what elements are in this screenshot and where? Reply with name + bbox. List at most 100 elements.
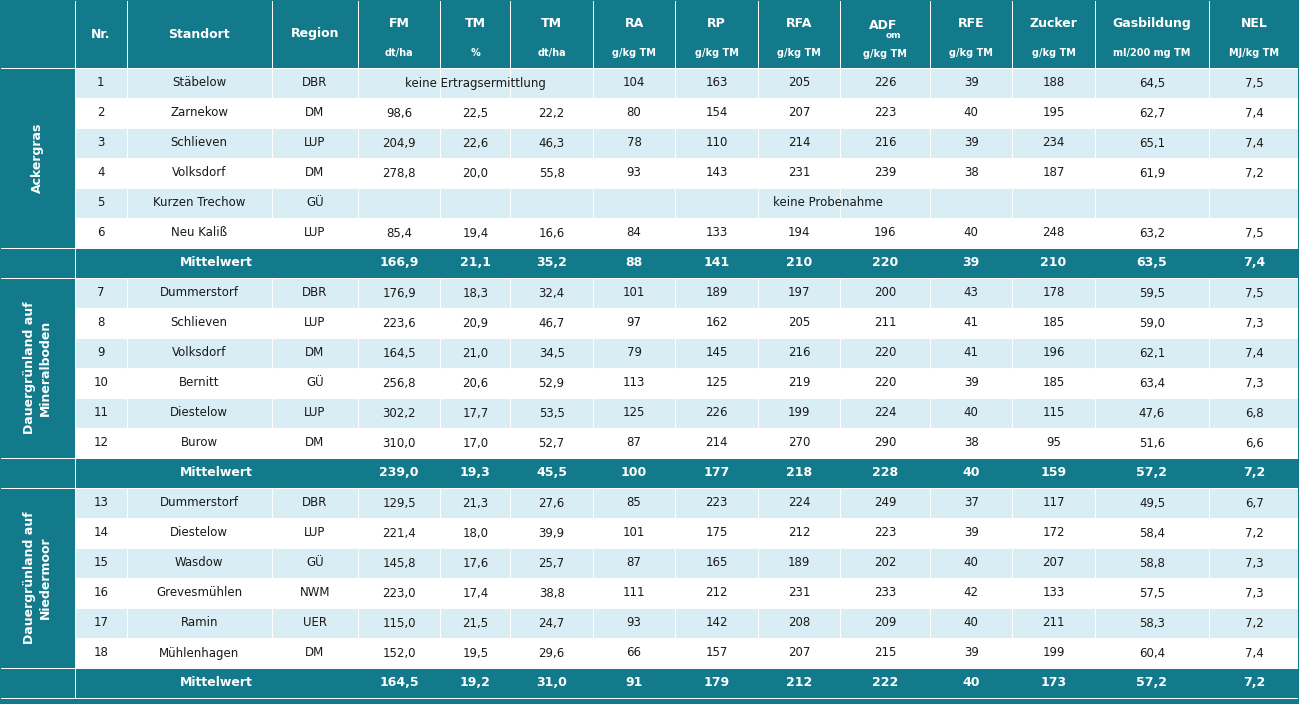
- Text: 115: 115: [1042, 406, 1065, 420]
- Bar: [840, 488, 930, 518]
- Bar: [359, 218, 440, 248]
- Bar: [1012, 158, 1095, 188]
- Bar: [271, 68, 359, 98]
- Bar: [675, 158, 757, 188]
- Bar: [511, 218, 592, 248]
- Bar: [675, 128, 757, 158]
- Bar: [75, 458, 1299, 488]
- Text: RA: RA: [625, 18, 644, 30]
- Text: 9: 9: [97, 346, 105, 360]
- Text: 20,0: 20,0: [462, 167, 488, 180]
- Text: GÜ: GÜ: [307, 377, 323, 389]
- Text: 7,4: 7,4: [1244, 646, 1264, 660]
- Bar: [675, 638, 757, 668]
- Bar: [1209, 548, 1299, 578]
- Text: 63,5: 63,5: [1137, 256, 1168, 270]
- Text: 93: 93: [626, 167, 642, 180]
- Bar: [592, 98, 675, 128]
- Text: MJ/kg TM: MJ/kg TM: [1229, 48, 1280, 58]
- Text: 27,6: 27,6: [539, 496, 565, 510]
- Bar: [1095, 368, 1209, 398]
- Bar: [757, 68, 840, 98]
- Text: 11: 11: [94, 406, 108, 420]
- Bar: [359, 578, 440, 608]
- Text: 17,4: 17,4: [462, 586, 488, 600]
- Text: 104: 104: [624, 77, 646, 89]
- Bar: [757, 158, 840, 188]
- Text: 39: 39: [964, 527, 978, 539]
- Text: 154: 154: [705, 106, 727, 120]
- Text: 202: 202: [874, 556, 896, 570]
- Bar: [1095, 278, 1209, 308]
- Bar: [75, 0, 127, 68]
- Bar: [675, 398, 757, 428]
- Bar: [757, 398, 840, 428]
- Bar: [511, 638, 592, 668]
- Text: 32,4: 32,4: [539, 287, 565, 299]
- Bar: [75, 638, 127, 668]
- Text: 19,3: 19,3: [460, 467, 491, 479]
- Bar: [592, 158, 675, 188]
- Text: 19,5: 19,5: [462, 646, 488, 660]
- Text: 5: 5: [97, 196, 104, 210]
- Bar: [1209, 398, 1299, 428]
- Text: 212: 212: [786, 677, 812, 689]
- Bar: [840, 638, 930, 668]
- Text: 7,3: 7,3: [1244, 556, 1264, 570]
- Text: 199: 199: [787, 406, 811, 420]
- Bar: [1209, 128, 1299, 158]
- Text: DM: DM: [305, 346, 325, 360]
- Text: 110: 110: [705, 137, 727, 149]
- Bar: [675, 368, 757, 398]
- Bar: [1012, 638, 1095, 668]
- Bar: [1012, 188, 1095, 218]
- Bar: [757, 368, 840, 398]
- Bar: [592, 338, 675, 368]
- Bar: [840, 548, 930, 578]
- Bar: [127, 308, 271, 338]
- Bar: [127, 128, 271, 158]
- Text: 58,8: 58,8: [1139, 556, 1165, 570]
- Text: DM: DM: [305, 436, 325, 449]
- Bar: [127, 398, 271, 428]
- Text: 7,2: 7,2: [1244, 617, 1264, 629]
- Text: 113: 113: [624, 377, 646, 389]
- Text: 53,5: 53,5: [539, 406, 565, 420]
- Bar: [592, 578, 675, 608]
- Bar: [930, 68, 1012, 98]
- Text: 210: 210: [1040, 256, 1066, 270]
- Bar: [359, 368, 440, 398]
- Bar: [930, 518, 1012, 548]
- Text: 302,2: 302,2: [382, 406, 416, 420]
- Bar: [440, 428, 511, 458]
- Text: 59,5: 59,5: [1139, 287, 1165, 299]
- Text: ml/200 mg TM: ml/200 mg TM: [1113, 48, 1191, 58]
- Text: 4: 4: [97, 167, 105, 180]
- Bar: [1095, 338, 1209, 368]
- Bar: [675, 578, 757, 608]
- Text: 178: 178: [1042, 287, 1065, 299]
- Text: 62,1: 62,1: [1139, 346, 1165, 360]
- Bar: [271, 548, 359, 578]
- Bar: [440, 0, 511, 68]
- Bar: [840, 398, 930, 428]
- Text: 17,6: 17,6: [462, 556, 488, 570]
- Bar: [757, 218, 840, 248]
- Text: ADF: ADF: [869, 19, 898, 32]
- Bar: [1012, 368, 1095, 398]
- Bar: [1209, 308, 1299, 338]
- Bar: [1095, 428, 1209, 458]
- Text: 6,6: 6,6: [1244, 436, 1264, 449]
- Bar: [1012, 398, 1095, 428]
- Text: NEL: NEL: [1241, 18, 1268, 30]
- Bar: [592, 218, 675, 248]
- Text: 61,9: 61,9: [1139, 167, 1165, 180]
- Text: 125: 125: [624, 406, 646, 420]
- Text: 19,4: 19,4: [462, 227, 488, 239]
- Text: 199: 199: [1042, 646, 1065, 660]
- Text: 42: 42: [964, 586, 978, 600]
- Text: 47,6: 47,6: [1139, 406, 1165, 420]
- Bar: [675, 608, 757, 638]
- Bar: [359, 128, 440, 158]
- Bar: [930, 0, 1012, 68]
